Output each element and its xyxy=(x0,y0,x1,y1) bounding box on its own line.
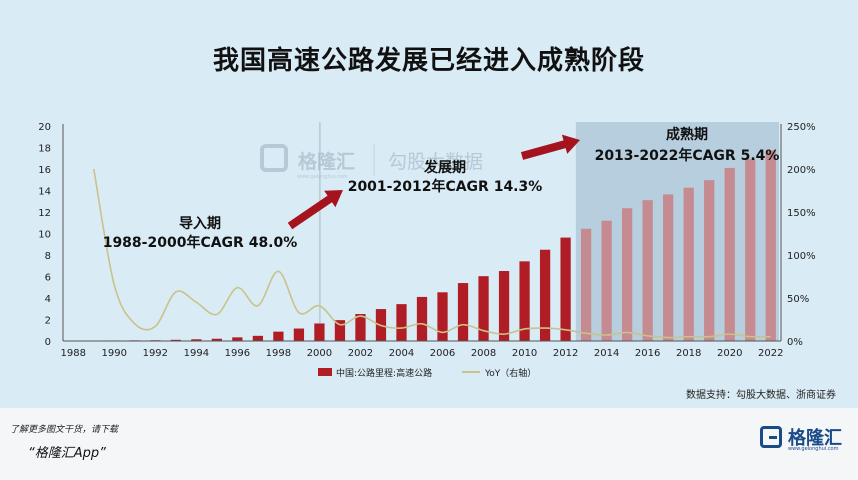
bar xyxy=(580,228,592,341)
bar xyxy=(273,331,284,341)
gelonghui-logo: 格隆汇 www.gelonghui.com xyxy=(760,424,850,454)
bar xyxy=(745,159,756,341)
phase-label: 成熟期 xyxy=(666,126,708,143)
legend-bar-label: 中国:公路里程:高速公路 xyxy=(336,367,432,379)
y-left-tick-label: 20 xyxy=(38,122,51,133)
x-tick-label: 2018 xyxy=(676,348,701,359)
y-left-tick-label: 16 xyxy=(38,165,51,176)
x-tick-label: 2006 xyxy=(430,348,455,359)
bar xyxy=(211,338,222,341)
bar xyxy=(663,194,674,341)
bar xyxy=(498,271,510,341)
logo-text: 格隆汇 xyxy=(788,428,842,449)
bar xyxy=(642,200,653,341)
arrow-shape xyxy=(520,134,580,160)
x-tick-label: 1994 xyxy=(184,348,209,359)
bar xyxy=(622,208,633,341)
bar xyxy=(683,187,694,341)
x-tick-label: 2008 xyxy=(471,348,496,359)
x-tick-label: 2012 xyxy=(553,348,578,359)
logo-url: www.gelonghui.com xyxy=(788,446,839,452)
source-note: 数据支持：勾股大数据、浙商证券 xyxy=(686,390,836,401)
x-tick-label: 1988 xyxy=(61,348,86,359)
bar xyxy=(232,337,243,341)
watermark-g-icon xyxy=(260,144,288,172)
bar xyxy=(355,314,366,341)
y-left-tick-label: 14 xyxy=(38,187,51,198)
bar xyxy=(519,261,530,341)
phase-label: 导入期 xyxy=(179,216,221,232)
x-tick-label: 2020 xyxy=(717,348,742,359)
chart-title: 我国高速公路发展已经进入成熟阶段 xyxy=(212,46,645,76)
bar xyxy=(416,296,428,341)
bar xyxy=(314,323,325,341)
bar xyxy=(765,150,776,341)
x-tick-label: 1996 xyxy=(225,348,250,359)
yoy-line xyxy=(92,168,771,339)
phase-cagr: 1988-2000年CAGR 48.0% xyxy=(103,234,298,251)
y-right-tick-label: 100% xyxy=(787,251,816,262)
x-tick-label: 2022 xyxy=(758,348,783,359)
logo-g-icon xyxy=(760,426,782,448)
x-tick-label: 1992 xyxy=(143,348,168,359)
bar xyxy=(293,328,305,341)
bar xyxy=(396,304,407,341)
bar xyxy=(437,292,448,341)
trend-arrow xyxy=(520,134,580,160)
legend-bar-swatch xyxy=(318,368,332,376)
bar xyxy=(724,167,735,341)
bar xyxy=(601,220,612,341)
phase-cagr: 2001-2012年CAGR 14.3% xyxy=(348,178,543,195)
x-tick-label: 2004 xyxy=(389,348,414,359)
y-right-tick-label: 150% xyxy=(787,208,816,219)
arrow-shape xyxy=(287,189,344,230)
x-tick-label: 1998 xyxy=(266,348,291,359)
footer-app-name: “格隆汇App” xyxy=(28,446,106,461)
watermark-brand: 格隆汇 xyxy=(298,150,355,173)
y-right-tick-label: 0% xyxy=(787,337,803,348)
x-tick-label: 2016 xyxy=(635,348,660,359)
phase-label: 发展期 xyxy=(423,159,466,176)
phase-cagr: 2013-2022年CAGR 5.4% xyxy=(595,147,780,164)
y-right-tick-label: 200% xyxy=(787,165,816,176)
bar xyxy=(457,283,469,341)
bar xyxy=(478,276,489,341)
footer-download-text: 了解更多图文干货，请下载 xyxy=(10,425,119,435)
bar xyxy=(560,237,571,341)
legend-line-label: YoY（右轴） xyxy=(484,367,536,379)
x-tick-label: 2010 xyxy=(512,348,537,359)
y-right-tick-label: 250% xyxy=(787,122,816,133)
y-right-tick-label: 50% xyxy=(787,294,809,305)
y-left-tick-label: 8 xyxy=(45,251,51,262)
bar xyxy=(252,335,264,341)
watermark-text: 勾股大数据 xyxy=(388,151,483,173)
bar xyxy=(191,339,202,341)
y-left-tick-label: 0 xyxy=(45,337,51,348)
y-left-tick-label: 6 xyxy=(45,273,51,284)
bar xyxy=(539,249,551,341)
y-left-tick-label: 12 xyxy=(38,208,51,219)
y-left-tick-label: 18 xyxy=(38,144,51,155)
bar xyxy=(704,180,715,341)
x-tick-label: 2000 xyxy=(307,348,332,359)
bar xyxy=(334,320,346,341)
y-left-tick-label: 2 xyxy=(45,316,51,327)
x-tick-label: 1990 xyxy=(102,348,127,359)
y-left-tick-label: 4 xyxy=(45,294,51,305)
x-tick-label: 2002 xyxy=(348,348,373,359)
y-left-tick-label: 10 xyxy=(38,230,51,241)
x-tick-label: 2014 xyxy=(594,348,619,359)
bar xyxy=(170,339,181,341)
trend-arrow xyxy=(287,189,344,230)
watermark-url: www.gelonghui.com xyxy=(297,174,348,180)
